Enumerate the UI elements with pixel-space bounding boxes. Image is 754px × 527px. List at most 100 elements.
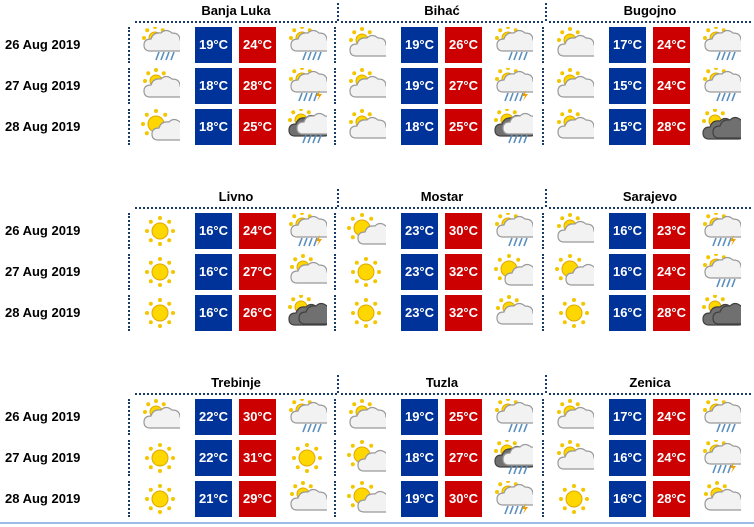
sun-cloud-icon (346, 481, 400, 517)
min-temp: 16°C (195, 213, 232, 249)
sun-icon (140, 213, 180, 249)
dark-rain-icon (287, 107, 339, 145)
sun-cloud-icon (493, 254, 547, 290)
min-temp: 16°C (609, 440, 646, 476)
max-temp: 28°C (653, 109, 690, 145)
max-temp: 23°C (653, 213, 690, 249)
thunder-rain-icon (493, 66, 539, 104)
sun-cloud-icon (346, 213, 400, 249)
min-temp: 16°C (195, 254, 232, 290)
city-header: Livno (135, 189, 337, 209)
min-temp: 22°C (195, 440, 232, 476)
rain-sun-icon (140, 25, 186, 63)
row-separator (542, 399, 544, 435)
min-temp: 15°C (609, 109, 646, 145)
min-temp: 22°C (195, 399, 232, 435)
row-separator (334, 399, 336, 435)
row-separator (334, 109, 336, 145)
max-temp: 31°C (239, 440, 276, 476)
sun-cloud-icon (140, 109, 194, 145)
partly-cloudy-icon (554, 68, 600, 104)
row-separator (334, 213, 336, 249)
min-temp: 16°C (609, 254, 646, 290)
max-temp: 24°C (653, 27, 690, 63)
row-separator (334, 27, 336, 63)
min-temp: 18°C (195, 68, 232, 104)
row-separator (542, 27, 544, 63)
sun-icon (346, 295, 386, 331)
dark-rain-icon (493, 438, 545, 476)
date-label: 28 Aug 2019 (5, 305, 81, 320)
dark-rain-icon (493, 107, 545, 145)
min-temp: 16°C (609, 481, 646, 517)
max-temp: 24°C (653, 399, 690, 435)
min-temp: 18°C (195, 109, 232, 145)
partly-cloudy-icon (140, 68, 186, 104)
date-label: 26 Aug 2019 (5, 223, 81, 238)
header-separator (337, 375, 339, 393)
row-separator (128, 295, 130, 331)
max-temp: 24°C (653, 440, 690, 476)
header-separator (545, 189, 547, 207)
city-header: Sarajevo (549, 189, 751, 209)
max-temp: 32°C (445, 254, 482, 290)
row-separator (128, 213, 130, 249)
min-temp: 23°C (401, 213, 438, 249)
thunder-rain-icon (287, 211, 333, 249)
partly-cloudy-icon (493, 295, 539, 331)
sun-icon (287, 440, 327, 476)
thunder-rain-icon (701, 438, 747, 476)
sun-cloud-icon (554, 254, 608, 290)
sun-icon (140, 295, 180, 331)
row-separator (334, 295, 336, 331)
row-separator (128, 68, 130, 104)
max-temp: 27°C (239, 254, 276, 290)
thunder-rain-icon (493, 479, 539, 517)
row-separator (542, 68, 544, 104)
header-separator (337, 3, 339, 21)
bottom-border (0, 522, 754, 524)
city-header: Trebinje (135, 375, 337, 395)
row-separator (542, 109, 544, 145)
row-separator (334, 68, 336, 104)
row-separator (542, 440, 544, 476)
dark-cloud-icon (287, 294, 341, 331)
row-separator (334, 254, 336, 290)
row-separator (542, 295, 544, 331)
sun-icon (346, 254, 386, 290)
min-temp: 23°C (401, 295, 438, 331)
max-temp: 24°C (239, 27, 276, 63)
date-label: 26 Aug 2019 (5, 37, 81, 52)
partly-cloudy-icon (346, 399, 392, 435)
partly-cloudy-icon (346, 68, 392, 104)
city-header: Mostar (341, 189, 543, 209)
city-header: Zenica (549, 375, 751, 395)
date-label: 28 Aug 2019 (5, 119, 81, 134)
sun-icon (140, 481, 180, 517)
max-temp: 30°C (239, 399, 276, 435)
partly-cloudy-icon (701, 481, 747, 517)
min-temp: 18°C (401, 440, 438, 476)
max-temp: 26°C (445, 27, 482, 63)
min-temp: 21°C (195, 481, 232, 517)
thunder-rain-icon (287, 66, 333, 104)
row-separator (334, 440, 336, 476)
sun-icon (140, 254, 180, 290)
max-temp: 25°C (445, 399, 482, 435)
row-separator (128, 27, 130, 63)
partly-cloudy-icon (140, 399, 186, 435)
max-temp: 28°C (653, 295, 690, 331)
max-temp: 25°C (445, 109, 482, 145)
min-temp: 16°C (609, 213, 646, 249)
row-separator (334, 481, 336, 517)
rain-sun-icon (701, 252, 747, 290)
rain-sun-icon (701, 66, 747, 104)
max-temp: 27°C (445, 68, 482, 104)
header-separator (545, 3, 547, 21)
min-temp: 19°C (401, 481, 438, 517)
rain-sun-icon (287, 25, 333, 63)
header-separator (545, 375, 547, 393)
sun-cloud-icon (346, 440, 400, 476)
min-temp: 18°C (401, 109, 438, 145)
rain-sun-icon (701, 397, 747, 435)
